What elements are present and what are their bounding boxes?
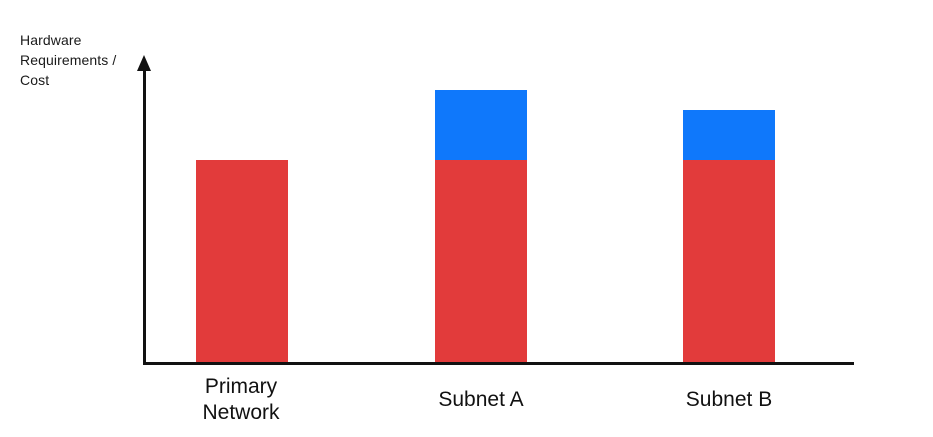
x-axis-category-label: Subnet A [438,388,524,411]
y-axis-title-line: Hardware [20,32,82,48]
y-axis-title-line: Requirements / [20,52,117,68]
bar-group-primary-network [196,160,288,362]
bar-segment-red [435,160,527,362]
y-axis-line [143,66,146,365]
bar-segment-red [196,160,288,362]
bar-group-subnet-a [435,90,527,362]
x-axis-line [143,362,854,365]
y-axis-arrowhead-icon [137,55,151,71]
bar-segment-blue [435,90,527,160]
y-axis-title: Hardware Requirements / Cost [20,30,116,90]
x-axis-category-label: Subnet B [685,388,773,411]
bar-segment-red [683,160,775,362]
y-axis-title-line: Cost [20,72,50,88]
bar-group-subnet-b [683,110,775,362]
bar-segment-blue [683,110,775,160]
x-axis-category-label: Primary Network [202,375,280,424]
